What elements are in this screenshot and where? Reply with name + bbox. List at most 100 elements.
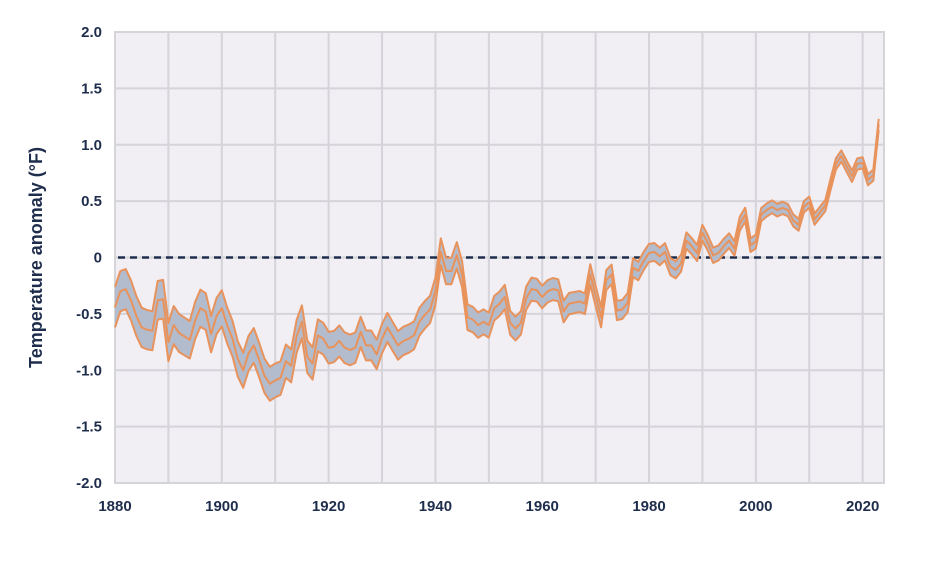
data-point xyxy=(707,242,709,244)
data-point xyxy=(691,245,693,247)
data-point xyxy=(466,316,469,318)
data-point xyxy=(242,369,244,371)
data-point xyxy=(162,298,164,300)
data-point xyxy=(290,365,292,367)
data-point xyxy=(408,338,410,340)
data-point xyxy=(370,344,372,346)
data-point xyxy=(258,359,260,361)
series-line xyxy=(114,124,880,385)
data-point xyxy=(461,273,463,275)
data-point xyxy=(669,265,672,268)
data-point xyxy=(840,155,842,157)
data-point xyxy=(146,329,148,331)
data-point xyxy=(611,273,613,275)
data-point xyxy=(680,262,682,264)
data-point xyxy=(744,214,746,216)
data-point xyxy=(776,209,778,211)
data-point xyxy=(765,209,768,211)
data-point xyxy=(595,295,597,297)
data-point xyxy=(498,303,501,305)
data-point xyxy=(402,340,404,342)
data-point xyxy=(504,296,506,298)
data-point xyxy=(835,163,837,165)
data-point xyxy=(739,223,741,225)
data-point xyxy=(205,311,207,313)
data-point xyxy=(199,307,201,309)
data-point xyxy=(482,321,485,323)
uncertainty-band xyxy=(114,118,880,402)
data-point xyxy=(851,175,853,177)
data-point xyxy=(215,315,218,317)
data-point xyxy=(717,252,720,254)
data-point xyxy=(317,334,319,336)
data-point xyxy=(386,326,388,328)
data-point xyxy=(771,206,773,208)
data-point xyxy=(312,362,314,365)
data-point xyxy=(194,320,196,322)
data-point xyxy=(648,252,650,254)
data-point xyxy=(114,306,116,308)
data-point xyxy=(167,341,169,343)
data-point xyxy=(712,254,714,256)
data-point xyxy=(627,302,629,304)
data-point xyxy=(621,308,623,310)
data-point xyxy=(333,346,335,348)
data-point xyxy=(365,344,367,346)
data-point xyxy=(274,379,276,381)
data-point xyxy=(701,232,704,234)
data-point xyxy=(605,279,607,281)
y-tick-label: 0.5 xyxy=(81,193,102,210)
data-point xyxy=(616,309,618,312)
data-point xyxy=(878,123,880,126)
data-point xyxy=(456,254,458,256)
data-point xyxy=(338,340,340,342)
data-point xyxy=(151,330,153,332)
data-point xyxy=(344,347,346,349)
data-point xyxy=(781,207,784,209)
data-point xyxy=(685,240,688,242)
x-tick-label: 2000 xyxy=(739,498,772,515)
data-point xyxy=(141,326,143,328)
data-point xyxy=(210,333,212,335)
plot-frame xyxy=(114,31,885,484)
data-point xyxy=(643,260,645,262)
data-point xyxy=(525,297,527,299)
data-point xyxy=(568,303,570,305)
y-tick-label: -1.0 xyxy=(76,362,102,379)
data-point xyxy=(552,288,554,290)
data-point xyxy=(787,209,789,211)
data-point xyxy=(675,269,677,271)
data-point xyxy=(376,353,378,356)
data-point xyxy=(178,332,180,334)
data-point xyxy=(135,315,137,317)
data-point xyxy=(867,179,869,181)
data-point xyxy=(808,201,810,203)
data-point xyxy=(653,251,656,253)
data-point xyxy=(450,270,452,272)
data-point xyxy=(723,245,725,247)
data-point xyxy=(269,383,271,385)
data-point xyxy=(830,183,832,185)
data-point xyxy=(231,338,234,340)
band-lower-line xyxy=(114,129,880,402)
data-point xyxy=(819,211,821,213)
band-upper-line xyxy=(114,118,880,368)
data-point xyxy=(360,331,362,333)
data-point xyxy=(557,289,559,291)
x-tick-label: 1940 xyxy=(419,498,452,515)
data-point xyxy=(477,324,479,326)
x-tick-label: 1960 xyxy=(526,498,559,515)
data-point xyxy=(424,314,426,316)
data-point xyxy=(322,338,324,340)
data-point xyxy=(846,165,848,167)
y-tick-label: 2.0 xyxy=(81,24,102,41)
data-point xyxy=(413,334,415,336)
data-point xyxy=(696,252,698,254)
data-point xyxy=(530,288,533,290)
data-point xyxy=(253,344,255,346)
data-point xyxy=(119,290,121,292)
data-point xyxy=(434,290,436,292)
data-point xyxy=(279,377,282,379)
data-point xyxy=(573,302,575,304)
data-point xyxy=(579,300,581,303)
